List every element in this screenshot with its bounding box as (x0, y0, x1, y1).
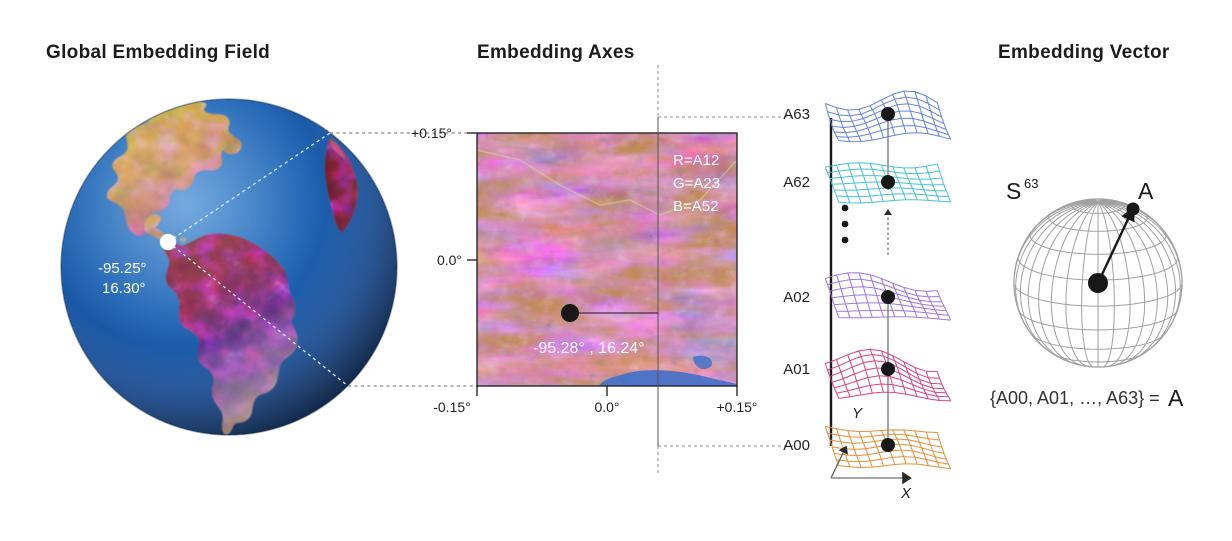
svg-text:S: S (1006, 178, 1021, 204)
svg-text:A: A (1168, 385, 1184, 411)
svg-text:63: 63 (1024, 176, 1038, 191)
svg-text:{A00, A01, …, A63} =: {A00, A01, …, A63} = (990, 388, 1160, 408)
svg-text:A: A (1138, 178, 1154, 204)
